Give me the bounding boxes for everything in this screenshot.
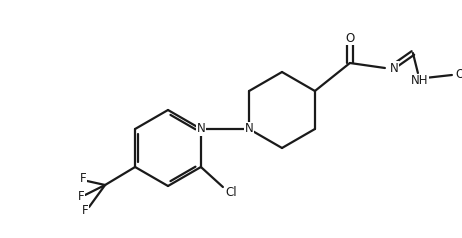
Text: F: F — [80, 173, 86, 185]
Text: N: N — [196, 123, 205, 135]
Text: N: N — [390, 61, 399, 74]
Text: O: O — [455, 69, 462, 81]
Text: N: N — [245, 123, 254, 135]
Text: NH: NH — [411, 74, 429, 88]
Text: F: F — [78, 189, 85, 203]
Text: F: F — [82, 203, 88, 217]
Text: Cl: Cl — [225, 185, 237, 198]
Text: O: O — [345, 31, 354, 45]
